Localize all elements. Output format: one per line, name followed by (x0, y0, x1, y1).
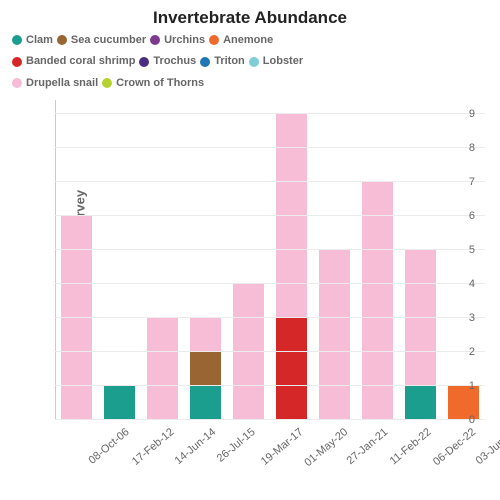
x-axis: 08-Oct-0617-Feb-1214-Jun-1426-Jul-1519-M… (55, 420, 485, 426)
y-tick-label: 2 (469, 346, 475, 358)
bar-group (405, 100, 436, 420)
legend-item: Triton (200, 54, 245, 69)
legend-swatch (12, 35, 22, 45)
legend-label: Urchins (164, 33, 205, 48)
bar-segment (190, 352, 221, 386)
x-tick-label: 27-Jan-21 (344, 426, 390, 467)
legend-item: Anemone (209, 33, 273, 48)
bar-segment (405, 250, 436, 386)
gridline (55, 351, 485, 352)
x-tick-label: 19-Mar-17 (258, 426, 305, 468)
bar-group (276, 100, 307, 420)
plot: 08-Oct-0617-Feb-1214-Jun-1426-Jul-1519-M… (55, 100, 485, 420)
bar-group (61, 100, 92, 420)
y-tick-label: 4 (469, 278, 475, 290)
chart-area: Abundance per survey 08-Oct-0617-Feb-121… (55, 100, 485, 420)
y-tick-label: 0 (469, 414, 475, 426)
y-tick-label: 8 (469, 142, 475, 154)
x-tick-label: 14-Jun-14 (172, 426, 218, 467)
legend-label: Banded coral shrimp (26, 54, 135, 69)
legend-item: Trochus (139, 54, 196, 69)
bar-segment (233, 284, 264, 420)
x-tick-label: 01-May-20 (302, 426, 350, 469)
legend-item: Crown of Thorns (102, 76, 204, 91)
legend-label: Triton (214, 54, 245, 69)
legend-label: Clam (26, 33, 53, 48)
legend-label: Drupella snail (26, 76, 98, 91)
y-tick-label: 9 (469, 108, 475, 120)
x-tick-label: 03-Jun-24 (473, 426, 500, 467)
bar-segment (61, 216, 92, 420)
legend-swatch (102, 78, 112, 88)
bar-group (104, 100, 135, 420)
legend-swatch (57, 35, 67, 45)
legend-swatch (200, 57, 210, 67)
legend-item: Clam (12, 33, 53, 48)
legend-swatch (12, 78, 22, 88)
gridline (55, 283, 485, 284)
x-tick-label: 11-Feb-22 (387, 426, 433, 467)
bar-segment (276, 318, 307, 420)
x-tick-label: 06-Dec-22 (431, 426, 478, 468)
legend-label: Lobster (263, 54, 303, 69)
bar-segment (276, 114, 307, 318)
legend-swatch (209, 35, 219, 45)
legend-item: Lobster (249, 54, 303, 69)
legend-label: Sea cucumber (71, 33, 146, 48)
legend-item: Drupella snail (12, 76, 98, 91)
bar-segment (190, 318, 221, 352)
legend-label: Crown of Thorns (116, 76, 204, 91)
legend-swatch (249, 57, 259, 67)
y-tick-label: 1 (469, 380, 475, 392)
y-tick-label: 6 (469, 210, 475, 222)
gridline (55, 181, 485, 182)
bar-segment (319, 250, 350, 420)
chart-title: Invertebrate Abundance (0, 0, 500, 28)
legend-swatch (139, 57, 149, 67)
gridline (55, 147, 485, 148)
legend: Clam Sea cucumber Urchins Anemone Banded cor… (0, 28, 500, 99)
gridline (55, 249, 485, 250)
gridline (55, 385, 485, 386)
y-tick-label: 5 (469, 244, 475, 256)
legend-label: Trochus (153, 54, 196, 69)
bar-segment (405, 386, 436, 420)
legend-swatch (12, 57, 22, 67)
legend-swatch (150, 35, 160, 45)
y-tick-label: 7 (469, 176, 475, 188)
bar-group (319, 100, 350, 420)
legend-item: Urchins (150, 33, 205, 48)
gridline (55, 317, 485, 318)
x-tick-label: 08-Oct-06 (86, 426, 131, 467)
x-tick-label: 17-Feb-12 (129, 426, 176, 468)
legend-item: Banded coral shrimp (12, 54, 135, 69)
bar-segment (147, 318, 178, 420)
y-tick-label: 3 (469, 312, 475, 324)
bar-group (362, 100, 393, 420)
x-tick-label: 26-Jul-15 (214, 426, 257, 465)
bars-container (55, 100, 485, 420)
bar-group (233, 100, 264, 420)
gridline (55, 419, 485, 420)
gridline (55, 215, 485, 216)
legend-item: Sea cucumber (57, 33, 146, 48)
bar-segment (104, 386, 135, 420)
bar-group (190, 100, 221, 420)
bar-group (147, 100, 178, 420)
legend-label: Anemone (223, 33, 273, 48)
gridline (55, 113, 485, 114)
bar-segment (190, 386, 221, 420)
